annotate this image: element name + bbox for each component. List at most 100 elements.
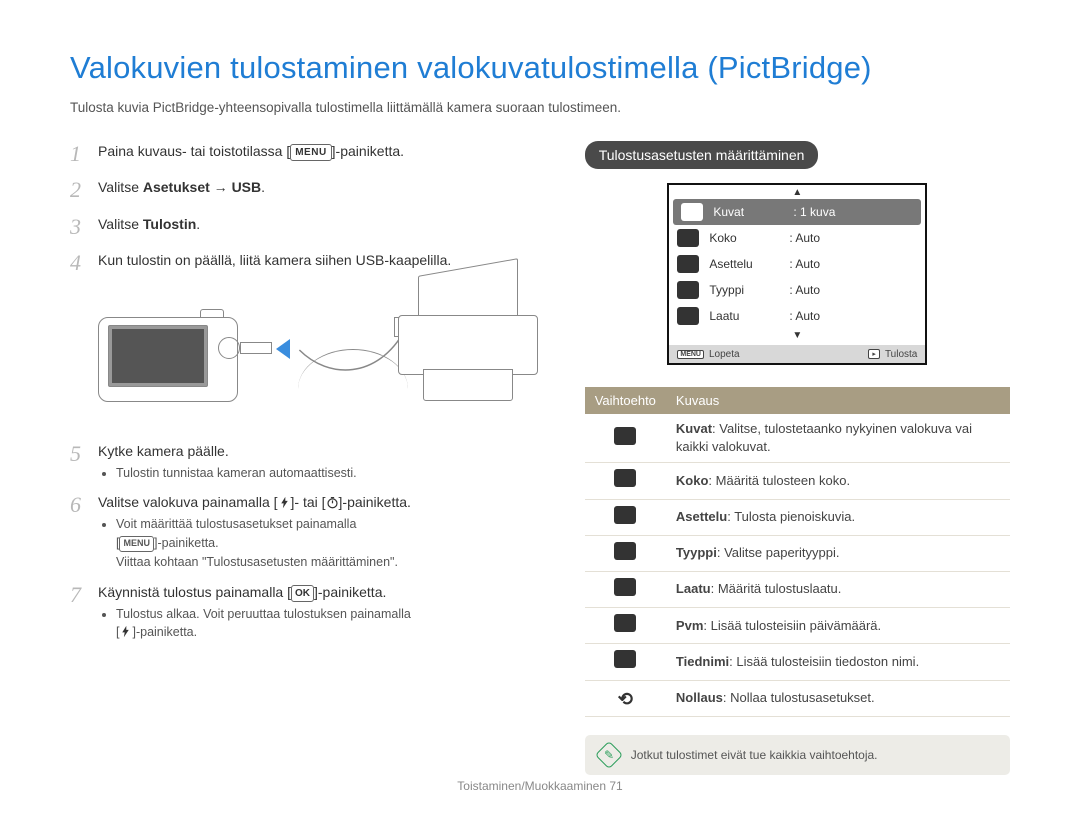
lcd-row-icon <box>677 307 699 325</box>
ok-key-icon: OK <box>291 585 314 602</box>
step-2-bold: Asetukset → USB <box>143 179 261 195</box>
step-7-sub: Tulostus alkaa. Voit peruuttaa tulostuks… <box>116 605 545 643</box>
step-6-text-a: Valitse valokuva painamalla [ <box>98 494 278 510</box>
step-number: 7 <box>70 582 98 643</box>
page-title: Valokuvien tulostaminen valokuvatulostim… <box>70 50 1010 86</box>
page-footer: Toistaminen/Muokkaaminen 71 <box>0 779 1080 793</box>
step-number: 6 <box>70 492 98 571</box>
lcd-row-label: Laatu <box>709 309 789 323</box>
step-6-text-b: ]- tai [ <box>291 494 326 510</box>
step-2: 2 Valitse Asetukset → USB. <box>70 177 545 203</box>
step-7-text-a: Käynnistä tulostus painamalla [ <box>98 584 291 600</box>
option-desc: : Määritä tulosteen koko. <box>708 473 850 488</box>
step-3-text-a: Valitse <box>98 216 143 232</box>
table-row: Tiednimi: Lisää tulosteisiin tiedoston n… <box>585 644 1010 680</box>
note-text: Jotkut tulostimet eivät tue kaikkia vaih… <box>631 748 878 762</box>
chevron-down-icon: ▼ <box>792 330 802 341</box>
step-7: 7 Käynnistä tulostus painamalla [OK ]-pai… <box>70 582 545 643</box>
table-row: Asettelu: Tulosta pienoiskuvia. <box>585 499 1010 535</box>
table-head-desc: Kuvaus <box>666 387 1010 414</box>
lcd-row-value: : Auto <box>789 283 820 297</box>
step-7-sub2b: ]-painiketta. <box>132 625 197 639</box>
table-row: Kuvat: Valitse, tulostetaanko nykyinen v… <box>585 414 1010 463</box>
step-7-sub1: Tulostus alkaa. Voit peruuttaa tulostuks… <box>116 607 411 621</box>
step-3: 3 Valitse Tulostin. <box>70 214 545 240</box>
option-icon <box>614 542 636 560</box>
option-icon <box>614 506 636 524</box>
lcd-row-label: Tyyppi <box>709 283 789 297</box>
step-number: 3 <box>70 214 98 240</box>
table-row: Laatu: Määritä tulostuslaatu. <box>585 571 1010 607</box>
option-desc: : Valitse paperityyppi. <box>717 545 840 560</box>
reset-icon: ⟲ <box>614 687 636 705</box>
option-term: Tiednimi <box>676 654 729 669</box>
step-number: 1 <box>70 141 98 167</box>
table-row: Koko: Määritä tulosteen koko. <box>585 463 1010 499</box>
option-desc: : Tulosta pienoiskuvia. <box>727 509 855 524</box>
option-term: Laatu <box>676 581 711 596</box>
step-5: 5 Kytke kamera päälle. Tulostin tunnista… <box>70 441 545 483</box>
step-5-sub: Tulostin tunnistaa kameran automaattises… <box>116 464 545 483</box>
option-term: Tyyppi <box>676 545 717 560</box>
option-desc: : Määritä tulostuslaatu. <box>711 581 842 596</box>
menu-key-icon: MENU <box>290 144 331 161</box>
intro-text: Tulosta kuvia PictBridge-yhteensopivalla… <box>70 100 1010 115</box>
options-table: Vaihtoehto Kuvaus Kuvat: Valitse, tulost… <box>585 387 1010 717</box>
step-number: 4 <box>70 250 98 276</box>
flash-icon <box>119 625 132 638</box>
left-column: 1 Paina kuvaus- tai toistotilassa [MENU]… <box>70 141 545 775</box>
lcd-row-value: : 1 kuva <box>793 205 835 219</box>
lcd-row-icon <box>681 203 703 221</box>
option-term: Nollaus <box>676 690 723 705</box>
camera-printer-illustration <box>98 287 538 427</box>
table-row: Pvm: Lisää tulosteisiin päivämäärä. <box>585 608 1010 644</box>
chevron-up-icon: ▲ <box>792 187 802 198</box>
table-row: Tyyppi: Valitse paperityyppi. <box>585 535 1010 571</box>
option-icon <box>614 469 636 487</box>
step-1-text-a: Paina kuvaus- tai toistotilassa [ <box>98 143 290 159</box>
option-icon <box>614 427 636 445</box>
step-2-text-a: Valitse <box>98 179 143 195</box>
lcd-row: Laatu: Auto <box>669 303 925 329</box>
option-term: Kuvat <box>676 421 712 436</box>
note-icon: ✎ <box>595 741 623 769</box>
lcd-footer-exit: Lopeta <box>709 349 740 360</box>
step-6-sub3: Viittaa kohtaan "Tulostusasetusten määri… <box>116 555 398 569</box>
lcd-row-icon <box>677 229 699 247</box>
lcd-footer: MENU Lopeta ▸ Tulosta <box>669 345 925 363</box>
lcd-row-value: : Auto <box>789 257 820 271</box>
step-number: 5 <box>70 441 98 483</box>
lcd-row-icon <box>677 255 699 273</box>
option-desc: : Valitse, tulostetaanko nykyinen valoku… <box>676 421 972 454</box>
lcd-row: Tyyppi: Auto <box>669 277 925 303</box>
option-term: Asettelu <box>676 509 727 524</box>
flash-icon <box>278 496 291 509</box>
note-box: ✎ Jotkut tulostimet eivät tue kaikkia va… <box>585 735 1010 775</box>
option-term: Koko <box>676 473 709 488</box>
step-3-bold: Tulostin <box>143 216 196 232</box>
table-head-option: Vaihtoehto <box>585 387 666 414</box>
arrow-icon <box>276 339 290 359</box>
lcd-row-value: : Auto <box>789 231 820 245</box>
step-1: 1 Paina kuvaus- tai toistotilassa [MENU]… <box>70 141 545 167</box>
lcd-row-label: Koko <box>709 231 789 245</box>
option-desc: : Lisää tulosteisiin tiedoston nimi. <box>729 654 919 669</box>
timer-icon <box>326 496 339 509</box>
step-5-text: Kytke kamera päälle. <box>98 443 229 459</box>
step-6-sub2b: ]-painiketta. <box>154 536 219 550</box>
step-1-text-b: ]-painiketta. <box>332 143 404 159</box>
step-6-text-c: ]-painiketta. <box>339 494 411 510</box>
step-6-sub1: Voit määrittää tulostusasetukset painama… <box>116 517 356 531</box>
step-number: 2 <box>70 177 98 203</box>
option-term: Pvm <box>676 618 703 633</box>
option-icon <box>614 650 636 668</box>
step-6-sub: Voit määrittää tulostusasetukset painama… <box>116 515 545 571</box>
section-heading-pill: Tulostusasetusten määrittäminen <box>585 141 819 169</box>
right-column: Tulostusasetusten määrittäminen ▲ Kuvat:… <box>585 141 1010 775</box>
menu-key-icon: MENU <box>677 350 704 359</box>
step-3-text-c: . <box>196 216 200 232</box>
lcd-row-icon <box>677 281 699 299</box>
menu-key-icon: MENU <box>119 536 154 552</box>
lcd-row: Asettelu: Auto <box>669 251 925 277</box>
option-icon <box>614 614 636 632</box>
